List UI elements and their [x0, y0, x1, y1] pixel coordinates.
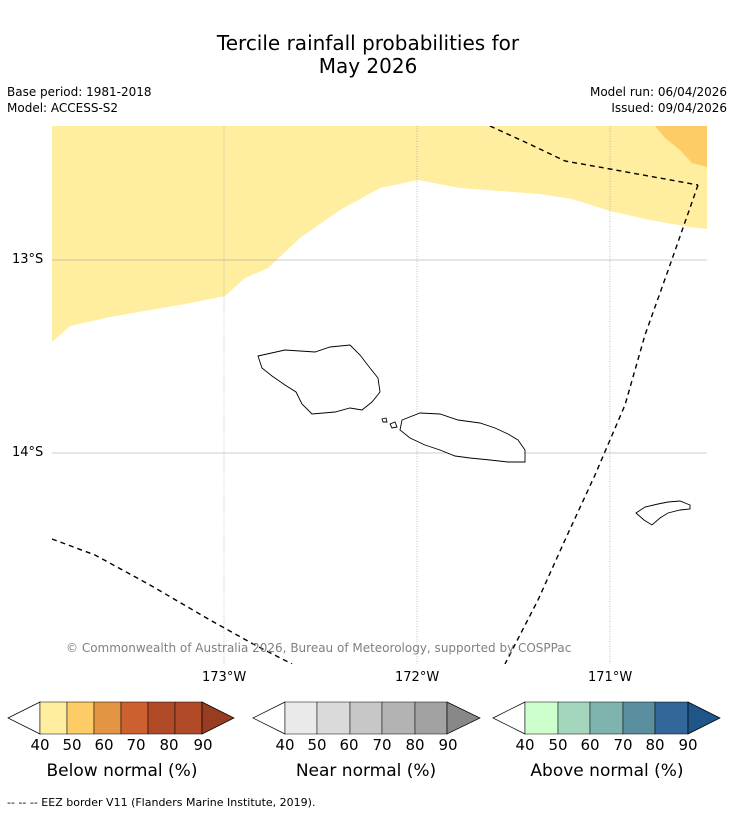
near-tick-40: 40: [275, 736, 295, 754]
lon-label-172w: 172°W: [395, 670, 440, 685]
near-tick-80: 80: [405, 736, 425, 754]
lon-label-173w: 173°W: [202, 670, 247, 685]
lon-label-171w: 171°W: [588, 670, 633, 685]
base-period: Base period: 1981-2018: [7, 85, 152, 99]
tutuila-island: [635, 500, 691, 526]
above-tick-80: 80: [645, 736, 665, 754]
above-tick-90: 90: [678, 736, 698, 754]
below-tick-80: 80: [159, 736, 179, 754]
near-tick-50: 50: [307, 736, 327, 754]
below-tick-60: 60: [94, 736, 114, 754]
islands: [257, 344, 691, 526]
near-tick-90: 90: [438, 736, 458, 754]
below-tick-40: 40: [30, 736, 50, 754]
below-tick-90: 90: [193, 736, 213, 754]
eez-footnote: -- -- -- EEZ border V11 (Flanders Marine…: [7, 796, 316, 809]
savaii-island: [257, 344, 381, 415]
above-tick-50: 50: [548, 736, 568, 754]
chart-title-line2: May 2026: [318, 54, 418, 78]
below-normal-50-60-region: [655, 126, 707, 167]
below-normal-40-50-region: [52, 126, 707, 342]
colorbar-above-normal: [492, 701, 721, 735]
lat-label-14s: 14°S: [12, 445, 44, 460]
manono-island: [381, 417, 388, 423]
apolima-island: [389, 421, 398, 429]
model-name: Model: ACCESS-S2: [7, 101, 119, 115]
eez-border: [52, 126, 699, 664]
below-tick-50: 50: [62, 736, 82, 754]
colorbar-below-normal: [7, 701, 235, 735]
below-normal-label: Below normal (%): [46, 761, 198, 781]
issued-date: Issued: 09/04/2026: [611, 101, 727, 115]
model-run: Model run: 06/04/2026: [589, 85, 727, 99]
chart-title-line1: Tercile rainfall probabilities for: [216, 31, 520, 55]
above-tick-60: 60: [580, 736, 600, 754]
lat-label-13s: 13°S: [12, 252, 44, 267]
upolu-island: [399, 412, 526, 463]
near-tick-70: 70: [372, 736, 392, 754]
below-tick-70: 70: [126, 736, 146, 754]
above-normal-label: Above normal (%): [530, 761, 684, 781]
near-tick-60: 60: [339, 736, 359, 754]
above-tick-70: 70: [613, 736, 633, 754]
graticule: [52, 126, 707, 664]
above-tick-40: 40: [515, 736, 535, 754]
copyright-notice: © Commonwealth of Australia 2026, Bureau…: [66, 641, 572, 655]
near-normal-label: Near normal (%): [295, 761, 437, 781]
colorbar-near-normal: [252, 701, 481, 735]
